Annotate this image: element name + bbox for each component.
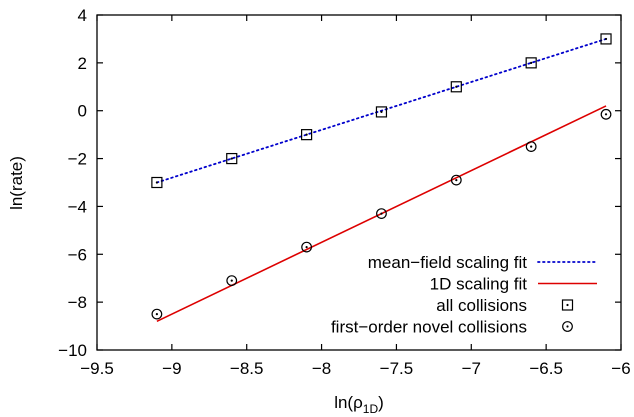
novel-collisions-point: [151, 308, 163, 320]
marker-square: [226, 152, 238, 165]
marker-center-dot: [566, 325, 569, 328]
y-tick-label: −2: [68, 150, 87, 169]
legend-label: 1D scaling fit: [430, 275, 528, 294]
marker-center-dot: [530, 145, 533, 148]
marker-circle: [151, 308, 163, 320]
novel-collisions-point: [226, 275, 238, 287]
legend-marker-swatch: [562, 321, 573, 332]
y-axis-label: ln(rate): [7, 156, 26, 210]
marker-square: [375, 106, 388, 118]
marker-center-dot: [380, 212, 383, 215]
legend-label: first−order novel collisions: [331, 318, 527, 337]
marker-square: [561, 299, 574, 311]
all-collisions-point: [525, 57, 537, 69]
marker-center-dot: [604, 37, 608, 41]
marker-center-dot: [230, 157, 233, 160]
x-tick-label: −6: [611, 359, 630, 378]
marker-center-dot: [566, 303, 569, 307]
all-collisions-point: [450, 81, 462, 93]
marker-center-dot: [455, 85, 458, 88]
y-tick-label: 4: [78, 6, 87, 25]
y-tick-label: −4: [68, 197, 87, 216]
marker-center-dot: [455, 179, 458, 182]
marker-center-dot: [230, 279, 233, 282]
marker-circle: [450, 174, 462, 186]
marker-center-dot: [604, 113, 608, 116]
marker-circle: [301, 241, 313, 253]
novel-collisions-point: [450, 174, 462, 186]
y-tick-label: −8: [68, 293, 87, 312]
marker-circle: [562, 321, 573, 332]
novel-collisions-point: [301, 241, 313, 253]
legend-entry: mean−field scaling fit: [368, 253, 598, 272]
marker-square: [151, 176, 163, 189]
legend-entry: first−order novel collisions: [331, 318, 573, 337]
legend: mean−field scaling fit 1D scaling fit all …: [331, 253, 598, 337]
x-axis-label-close: ): [378, 393, 384, 412]
y-tick-label: −10: [58, 341, 87, 360]
marker-center-dot: [305, 246, 308, 249]
marker-circle: [600, 108, 612, 120]
plot-frame: [96, 14, 622, 351]
marker-square: [450, 81, 462, 93]
y-tick-label: 0: [78, 102, 87, 121]
x-tick-label: −6.5: [529, 359, 563, 378]
legend-entry: 1D scaling fit: [430, 275, 597, 294]
novel-collisions-point: [525, 141, 537, 153]
x-tick-label: −9: [162, 359, 181, 378]
legend-entry: all collisions: [436, 296, 574, 315]
mean-field-fit-line: [155, 38, 607, 184]
y-tick-label: 2: [78, 54, 87, 73]
marker-square: [600, 33, 612, 45]
legend-label: mean−field scaling fit: [368, 253, 528, 272]
marker-square: [525, 57, 537, 69]
marker-circle: [226, 275, 238, 287]
marker-center-dot: [155, 313, 158, 316]
legend-label: all collisions: [436, 296, 527, 315]
all-collisions-point: [151, 176, 163, 189]
x-tick-label: −9.5: [80, 359, 114, 378]
y-tick-label: −6: [68, 245, 87, 264]
all-collisions-point: [375, 106, 388, 118]
x-tick-label: −7: [462, 359, 481, 378]
novel-collisions-point: [376, 208, 387, 220]
marker-center-dot: [530, 61, 533, 64]
marker-center-dot: [380, 110, 383, 114]
marker-square: [301, 129, 313, 141]
marker-circle: [525, 141, 537, 153]
legend-marker-swatch: [561, 299, 574, 311]
marker-circle: [376, 208, 387, 220]
all-collisions-point: [600, 33, 612, 45]
series-layer: [151, 33, 612, 323]
x-tick-label: −8.5: [230, 359, 264, 378]
all-collisions-point: [301, 129, 313, 141]
all-collisions-point: [226, 152, 238, 165]
x-tick-label: −7.5: [380, 359, 414, 378]
x-axis-label-subscript: 1D: [363, 402, 379, 416]
x-axis-label: ln(ρ1D): [334, 393, 384, 416]
marker-center-dot: [305, 133, 308, 136]
novel-collisions-point: [600, 108, 612, 120]
x-axis-label-main: ln(ρ: [334, 393, 363, 412]
marker-center-dot: [155, 181, 158, 184]
x-tick-label: −8: [312, 359, 331, 378]
axis-ticks: −9.5 −9 −8.5 −8 −7.5 −7 −6.5 −6 −10 −8 −6 −4 −2 0 2 4: [58, 6, 631, 378]
